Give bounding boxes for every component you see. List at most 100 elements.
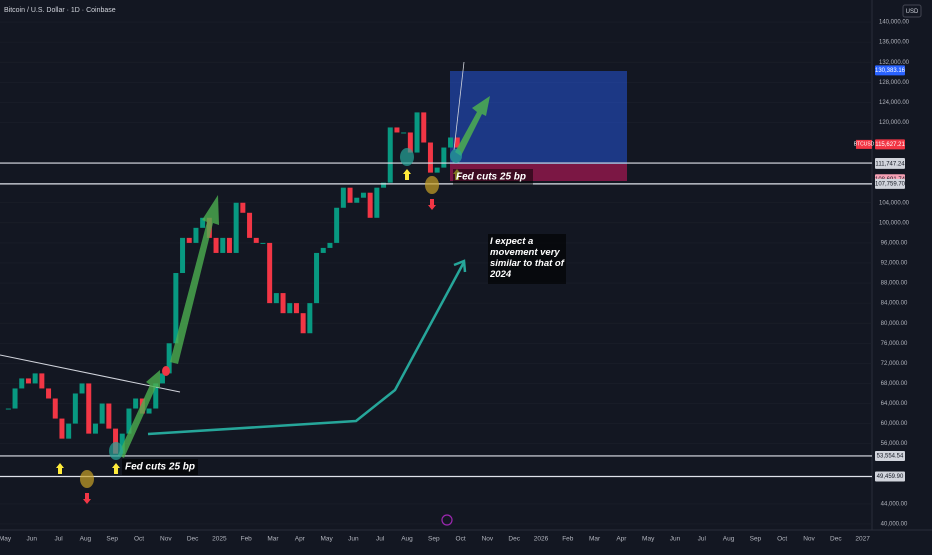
candle [247, 212, 253, 238]
candle [25, 378, 31, 384]
candle [307, 303, 313, 334]
events-icon[interactable] [441, 514, 453, 526]
price-label-bg [875, 178, 905, 189]
annotation: Fed cuts 25 bp [125, 462, 195, 473]
y-tick-label: 132,000.00 [879, 60, 910, 66]
candle [200, 217, 206, 228]
candle [213, 237, 219, 253]
x-tick-label: Aug [80, 536, 92, 543]
y-tick-label: 128,000.00 [879, 80, 910, 86]
projection-arrow-head [453, 259, 467, 273]
candle [267, 242, 273, 304]
x-tick-label: Nov [160, 536, 172, 543]
candle [240, 202, 246, 213]
candle [347, 187, 353, 203]
x-tick-label: Aug [723, 536, 735, 543]
x-tick-label: Jul [376, 536, 385, 543]
currency[interactable]: USD [906, 9, 919, 15]
candle [381, 182, 387, 188]
x-tick-label: Oct [777, 536, 787, 543]
y-tick-label: 68,000.00 [881, 381, 908, 387]
marker-circle [162, 366, 170, 376]
candle [273, 293, 279, 304]
y-tick-label: 60,000.00 [881, 421, 908, 427]
x-tick-label: Apr [616, 536, 627, 543]
marker-circle [425, 176, 439, 194]
candle [126, 408, 132, 434]
candle [153, 383, 159, 409]
x-tick-label: Mar [267, 536, 279, 543]
x-tick-label: Feb [562, 536, 574, 543]
candle [448, 137, 454, 148]
annotation-box [488, 234, 566, 284]
up-arrow [56, 463, 64, 474]
price-label: 111,747.24 [875, 161, 905, 167]
x-tick-label: Nov [482, 536, 494, 543]
x-tick-label: Sep [106, 536, 118, 543]
candle [92, 423, 98, 434]
x-tick-label: Aug [401, 536, 413, 543]
up-arrow [112, 463, 120, 474]
x-tick-label: Jun [27, 536, 38, 543]
x-tick-label: Mar [589, 536, 601, 543]
candle [166, 343, 172, 374]
y-tick-label: 56,000.00 [881, 441, 908, 447]
price-label-bg [875, 65, 905, 76]
x-tick-label: 2027 [855, 536, 870, 543]
candle [106, 403, 112, 429]
candle [39, 373, 45, 389]
y-tick-label: 80,000.00 [881, 321, 908, 327]
x-tick-label: Nov [803, 536, 815, 543]
y-tick-label: 92,000.00 [881, 261, 908, 267]
candle [159, 373, 165, 384]
candle [441, 147, 447, 168]
marker-circle [450, 149, 462, 163]
x-tick-label: Apr [295, 536, 306, 543]
x-tick-label: Feb [241, 536, 253, 543]
y-tick-label: 76,000.00 [881, 341, 908, 347]
down-arrow [83, 493, 91, 504]
candle [5, 408, 11, 410]
candle [414, 112, 420, 153]
x-tick-label: May [0, 536, 12, 543]
y-tick-label: 96,000.00 [881, 240, 908, 246]
candle [193, 227, 199, 243]
y-axis: 140,000.00 136,000.00 132,000.00 128,000.00… [879, 20, 910, 528]
price-label: 49,459.90 [877, 474, 904, 480]
candle [407, 132, 413, 153]
candle [300, 313, 306, 334]
x-tick-label: Dec [508, 536, 520, 543]
price-label-bg [875, 139, 905, 150]
down-arrow [428, 199, 436, 210]
candle [133, 398, 139, 409]
candle [434, 167, 440, 173]
annotation-wrap: I expect a movement very similar to that… [490, 236, 564, 280]
x-tick-label: Jul [54, 536, 63, 543]
price-label-bg [875, 471, 905, 482]
candle [427, 142, 433, 173]
candle [233, 202, 239, 253]
candle [52, 398, 58, 419]
price-label: 53,554.54 [877, 454, 904, 460]
candle [173, 273, 179, 344]
currency-button[interactable] [902, 4, 922, 18]
candle [32, 373, 38, 384]
candle [66, 423, 72, 439]
candle [180, 237, 186, 274]
price-label: 115,627.21 [875, 142, 905, 148]
candle [314, 252, 320, 304]
candle [334, 207, 340, 243]
y-tick-label: 84,000.00 [881, 301, 908, 307]
green-arrow [455, 96, 490, 156]
candle [260, 242, 266, 244]
y-tick-label: 64,000.00 [881, 401, 908, 407]
y-tick-label: 72,000.00 [881, 361, 908, 367]
candle [59, 418, 65, 439]
annotation-box [122, 459, 198, 475]
candle [367, 192, 373, 218]
x-tick-label: 2025 [212, 536, 227, 543]
up-arrow [403, 169, 411, 180]
y-tick-label: 88,000.00 [881, 281, 908, 287]
